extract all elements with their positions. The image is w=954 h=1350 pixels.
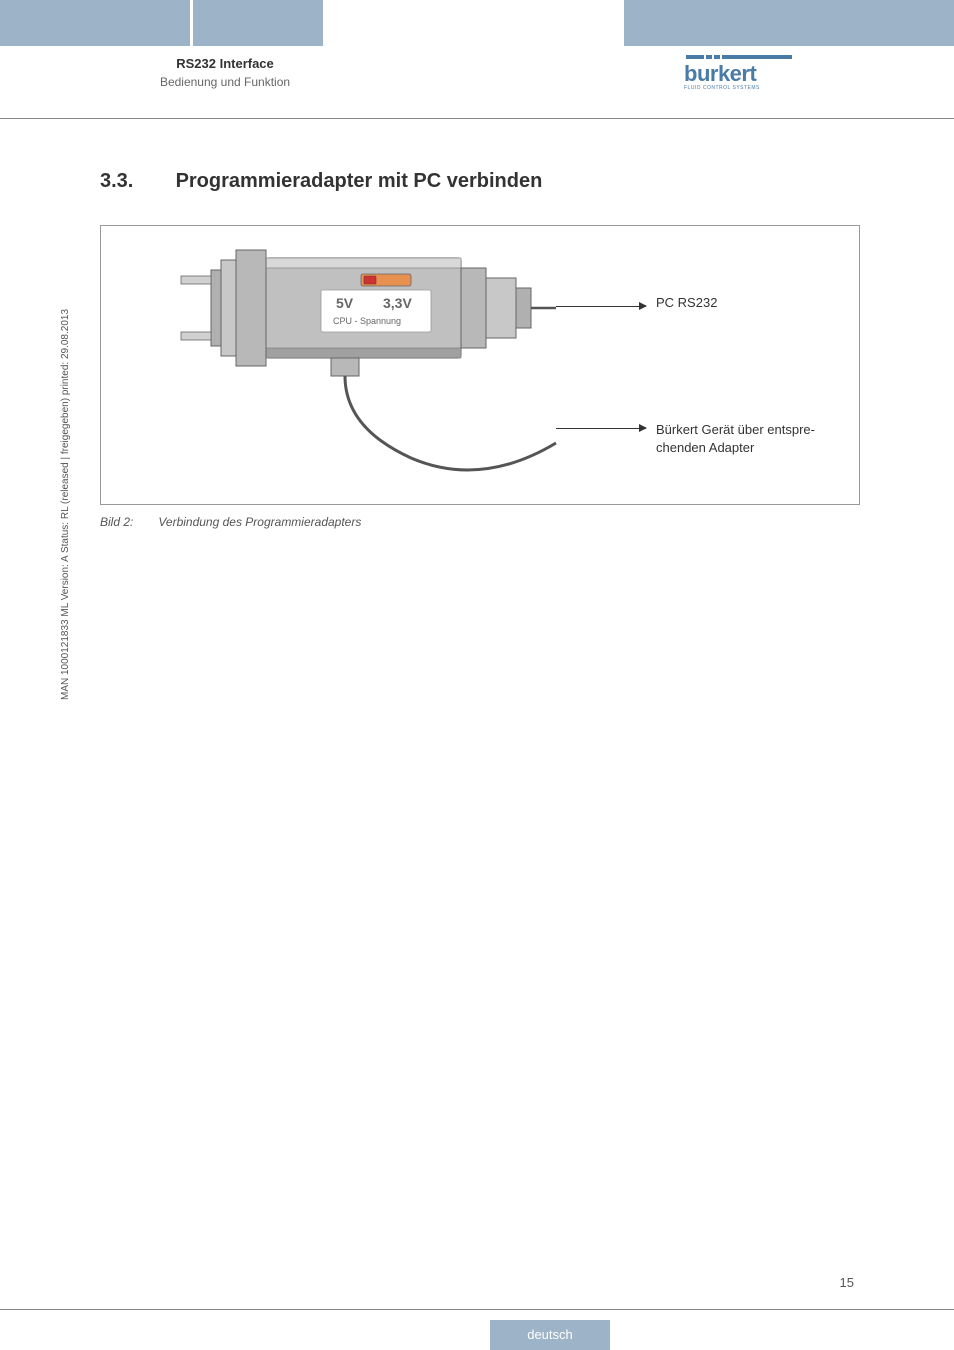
callout-pc-rs232: PC RS232 (556, 294, 717, 312)
document-subtitle: Bedienung und Funktion (100, 75, 350, 89)
device-label-cpu: CPU - Spannung (333, 316, 401, 326)
figure-caption: Bild 2: Verbindung des Programmieradapte… (100, 515, 361, 529)
logo-tagline: FLUID CONTROL SYSTEMS (684, 85, 794, 91)
header-left: RS232 Interface Bedienung und Funktion (100, 56, 350, 89)
figure-box: 5V 3,3V CPU - Spannung PC RS232 Bürkert … (100, 225, 860, 505)
section-number: 3.3. (100, 170, 170, 193)
arrow-icon (556, 428, 646, 429)
callout-adapter: Bürkert Gerät über entspre- chenden Adap… (556, 421, 815, 457)
footer-rule (0, 1309, 954, 1310)
page-number: 15 (840, 1275, 854, 1290)
callout-text: Bürkert Gerät über entspre- chenden Adap… (656, 421, 815, 457)
caption-number: Bild 2: (100, 515, 155, 529)
burkert-logo: burkert FLUID CONTROL SYSTEMS (684, 55, 794, 91)
section-heading: 3.3. Programmieradapter mit PC verbinden (100, 170, 542, 193)
callout-text: PC RS232 (656, 294, 717, 312)
logo-text: burkert (684, 61, 794, 87)
document-title: RS232 Interface (100, 56, 350, 71)
logo-bars (686, 55, 794, 59)
side-metadata-text: MAN 1000121833 ML Version: A Status: RL … (60, 309, 71, 700)
caption-text: Verbindung des Programmieradapters (158, 515, 361, 529)
banner-segment (193, 0, 323, 46)
device-label-5v: 5V (336, 295, 354, 311)
top-banner (0, 0, 954, 46)
footer-language-tab: deutsch (490, 1320, 610, 1350)
header-rule (0, 118, 954, 119)
banner-segment (0, 0, 190, 46)
section-title: Programmieradapter mit PC verbinden (176, 170, 543, 192)
banner-segment (624, 0, 954, 46)
device-label-3v: 3,3V (383, 295, 412, 311)
device-diagram: 5V 3,3V CPU - Spannung (161, 238, 561, 498)
arrow-icon (556, 306, 646, 307)
